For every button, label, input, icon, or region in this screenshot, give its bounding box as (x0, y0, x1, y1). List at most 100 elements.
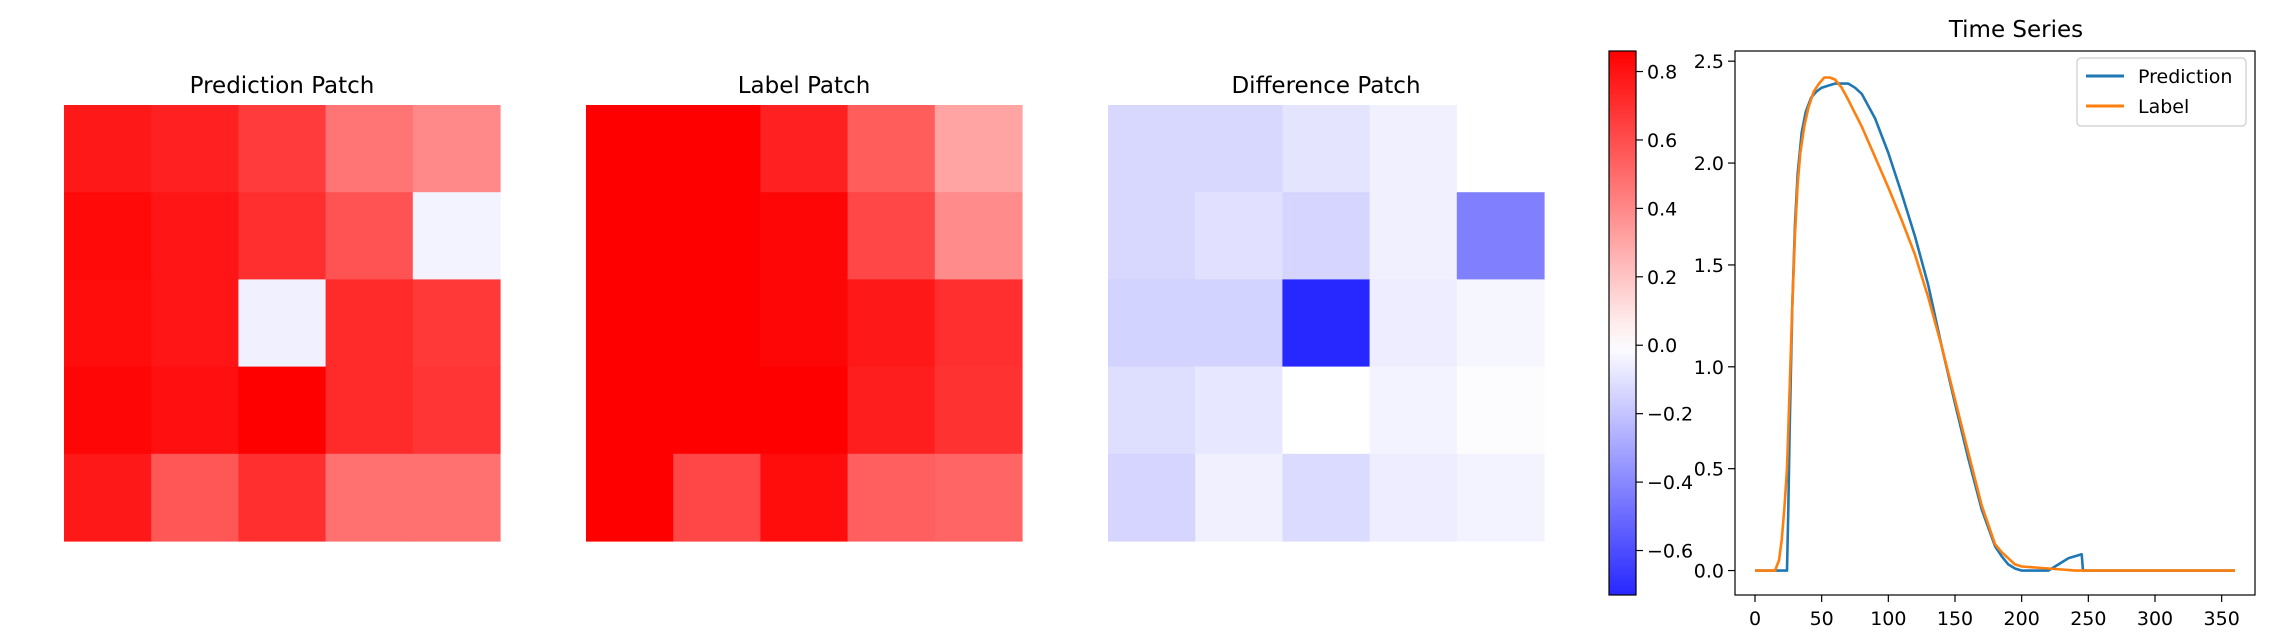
heatmap-cell (1369, 105, 1458, 193)
colorbar-gradient (1608, 50, 1637, 596)
heatmap-cell (760, 279, 849, 368)
heatmap-cell (586, 279, 674, 368)
heatmap-cell (586, 192, 674, 280)
heatmap-cell (1282, 105, 1371, 193)
colorbar-tick-label: 0.8 (1647, 62, 1677, 84)
label-patch-title: Label Patch (738, 73, 871, 99)
heatmap-cell (325, 453, 414, 542)
heatmap-cell (325, 366, 414, 455)
heatmap-cell (1369, 366, 1458, 455)
x-tick-label: 100 (1870, 608, 1906, 630)
heatmap-cell (1108, 366, 1196, 455)
label-patch-panel: Label Patch (586, 73, 1023, 542)
heatmap-cell (1369, 453, 1458, 542)
label-series-line (1755, 76, 2235, 572)
heatmap-cell (1108, 105, 1196, 193)
heatmap-cell (151, 105, 239, 193)
heatmap-cell (586, 366, 674, 455)
prediction-patch-title: Prediction Patch (190, 73, 375, 99)
colorbar-tick-label: 0.6 (1647, 130, 1677, 152)
y-tick-label: 1.0 (1694, 357, 1724, 379)
heatmap-cell (673, 366, 761, 455)
heatmap-cell (238, 279, 327, 368)
heatmap-cell (847, 453, 936, 542)
heatmap-cell (934, 105, 1023, 193)
colorbar-tick-label: −0.4 (1647, 472, 1693, 494)
heatmap-cell (760, 105, 849, 193)
heatmap-cell (586, 105, 674, 193)
time-series-frame (1734, 50, 2256, 596)
time-series-lines (1755, 76, 2235, 572)
x-tick-label: 300 (2137, 608, 2173, 630)
x-tick-label: 250 (2070, 608, 2106, 630)
heatmap-cell (1195, 192, 1283, 280)
legend: Prediction Label (2076, 57, 2247, 127)
legend-prediction-label: Prediction (2138, 66, 2232, 88)
time-series-title: Time Series (1948, 17, 2083, 43)
label-patch-heatmap (586, 105, 1023, 542)
heatmap-cell (238, 192, 327, 280)
heatmap-cell (325, 105, 414, 193)
heatmap-cell (325, 192, 414, 280)
heatmap-cell (151, 192, 239, 280)
y-tick-label: 0.0 (1694, 561, 1724, 583)
colorbar-tick-label: 0.4 (1647, 198, 1677, 220)
y-tick-label: 1.5 (1694, 255, 1724, 277)
heatmap-cell (1195, 279, 1283, 368)
heatmap-cell (673, 105, 761, 193)
heatmap-cell (847, 105, 936, 193)
x-tick-label: 0 (1749, 608, 1761, 630)
x-tick-label: 200 (2004, 608, 2040, 630)
y-tick-label: 2.0 (1694, 153, 1724, 175)
heatmap-cell (1108, 192, 1196, 280)
heatmap-cell (1456, 279, 1545, 368)
heatmap-cell (151, 279, 239, 368)
heatmap-cell (1282, 192, 1371, 280)
heatmap-cell (238, 366, 327, 455)
colorbar: 0.8 0.6 0.4 0.2 0.0 −0.2 −0.4 −0.6 (1608, 50, 1693, 596)
heatmap-cell (673, 279, 761, 368)
heatmap-cell (934, 192, 1023, 280)
heatmap-cell (1456, 366, 1545, 455)
legend-label-label: Label (2138, 96, 2189, 118)
heatmap-cell (1282, 366, 1371, 455)
heatmap-cell (1195, 105, 1283, 193)
difference-patch-heatmap (1108, 105, 1545, 542)
y-tick-label: 2.5 (1694, 51, 1724, 73)
heatmap-cell (412, 279, 501, 368)
colorbar-tick-label: 0.0 (1647, 335, 1677, 357)
heatmap-cell (847, 192, 936, 280)
heatmap-cell (1369, 279, 1458, 368)
colorbar-tick-label: −0.6 (1647, 541, 1693, 563)
heatmap-cell (934, 366, 1023, 455)
time-series-axes: 0 50 100 150 200 250 300 350 0.0 0.5 1.0 1.5 2.0 2.5 (1694, 51, 2240, 630)
heatmap-cell (673, 453, 761, 542)
x-tick-label: 350 (2204, 608, 2240, 630)
heatmap-cell (1456, 453, 1545, 542)
y-tick-label: 0.5 (1694, 459, 1724, 481)
heatmap-cell (847, 279, 936, 368)
time-series-panel: Time Series 0 50 100 150 200 250 300 350 0.0 0.5 1… (1694, 17, 2256, 630)
x-tick-label: 150 (1937, 608, 1973, 630)
heatmap-cell (760, 366, 849, 455)
heatmap-cell (412, 366, 501, 455)
heatmap-cell (1282, 279, 1371, 368)
heatmap-cell (934, 279, 1023, 368)
heatmap-cell (64, 192, 152, 280)
heatmap-cell (412, 105, 501, 193)
heatmap-cell (238, 105, 327, 193)
heatmap-cell (64, 366, 152, 455)
heatmap-cell (673, 192, 761, 280)
heatmap-cell (151, 366, 239, 455)
heatmap-cell (1195, 366, 1283, 455)
heatmap-cell (64, 279, 152, 368)
heatmap-cell (760, 453, 849, 542)
colorbar-tick-label: −0.2 (1647, 404, 1693, 426)
heatmap-cell (586, 453, 674, 542)
prediction-patch-panel: Prediction Patch (64, 73, 501, 542)
heatmap-cell (238, 453, 327, 542)
heatmap-cell (325, 279, 414, 368)
colorbar-ticks: 0.8 0.6 0.4 0.2 0.0 −0.2 −0.4 −0.6 (1636, 62, 1693, 563)
heatmap-cell (1195, 453, 1283, 542)
